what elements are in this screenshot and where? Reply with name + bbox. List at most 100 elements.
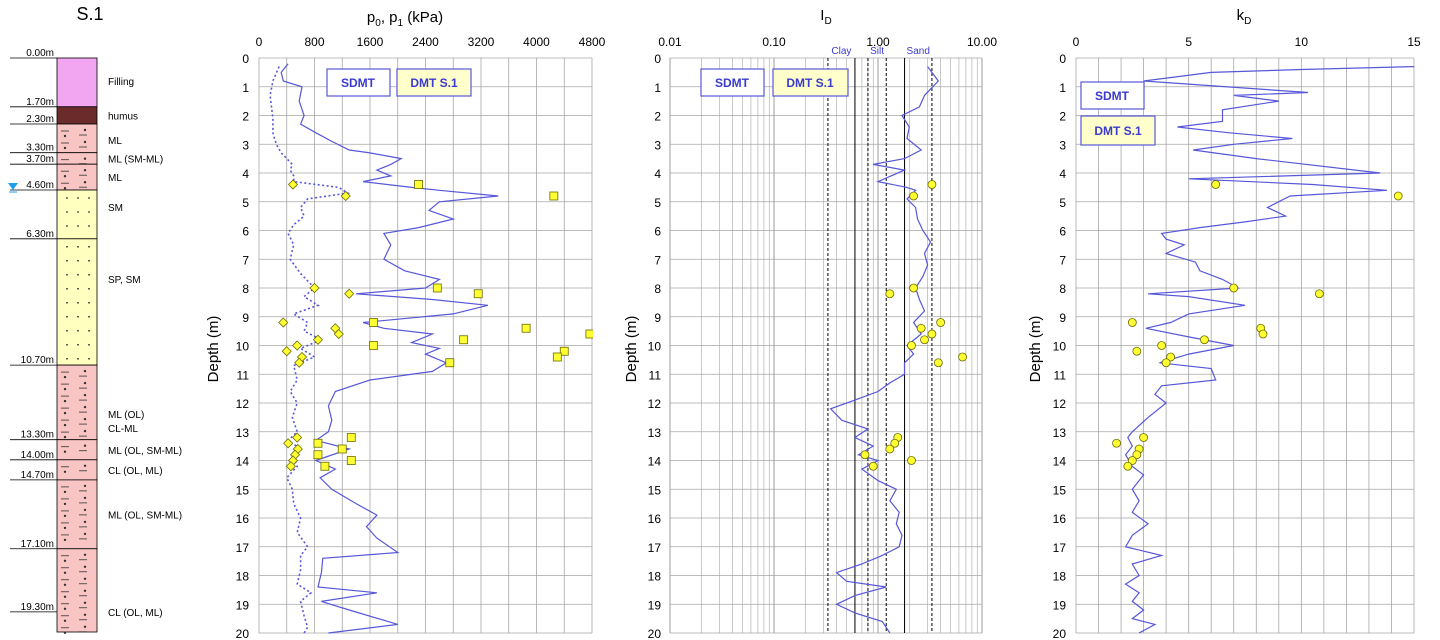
marker-dmt-p0 <box>285 461 296 472</box>
depth-tick-label: 1 <box>242 81 249 95</box>
depth-tick-label: 13 <box>236 426 250 440</box>
depth-tick-label: 17 <box>648 541 662 555</box>
x-tick-label: 2400 <box>412 35 439 49</box>
depth-tick-label: 11 <box>649 368 662 382</box>
marker-dmt-p0 <box>312 334 324 345</box>
legend-sdmt-box <box>700 68 765 97</box>
depth-label: 3.70m <box>26 154 54 165</box>
depth-tick-label: 16 <box>236 512 250 526</box>
layer-label: CL-ML <box>108 424 138 435</box>
marker-dmt-p1 <box>313 438 323 448</box>
depth-tick-label: 8 <box>242 282 249 296</box>
depth-tick-label: 5 <box>1059 196 1066 210</box>
depth-tick-label: 8 <box>654 282 661 296</box>
depth-tick-label: 6 <box>654 225 661 239</box>
sand-dot <box>66 259 68 262</box>
depth-tick-label: 6 <box>1059 225 1066 239</box>
sand-dot <box>88 197 90 199</box>
id-title: ID <box>820 7 831 27</box>
depth-tick-label: 13 <box>648 426 662 440</box>
borehole-layer <box>56 479 98 550</box>
sand-dot <box>77 357 79 360</box>
depth-tick-label: 10 <box>648 340 662 354</box>
zone-label: Clay <box>831 46 851 57</box>
marker-dmt-kd <box>1393 191 1403 201</box>
water-table-icon <box>8 183 18 191</box>
depth-tick-label: 2 <box>1059 110 1066 124</box>
silt-dot <box>83 484 87 488</box>
silt-dot <box>83 157 87 160</box>
layer-label: ML (SM-ML) <box>108 154 163 165</box>
legend-sdmt-box <box>1080 81 1145 110</box>
sand-dot <box>66 315 68 318</box>
x-tick-label: 10 <box>1295 35 1309 49</box>
legend-dmt-box <box>396 68 472 97</box>
silt-dot <box>63 387 67 391</box>
sand-dot <box>88 343 90 346</box>
depth-tick-label: 3 <box>242 138 249 152</box>
legend-sdmt-label: SDMT <box>1095 89 1130 103</box>
marker-dmt-id <box>927 329 937 339</box>
layer-label: ML <box>108 173 122 184</box>
marker-dmt-p1 <box>585 329 593 339</box>
silt-dot <box>83 128 87 132</box>
depth-label: 4.60m <box>26 180 54 191</box>
sand-dot <box>77 329 79 332</box>
legend-dmt-box <box>772 68 849 97</box>
marker-dmt-id <box>933 358 943 368</box>
marker-dmt-id <box>890 438 900 448</box>
silt-dot <box>63 423 67 427</box>
marker-dmt-id <box>916 323 926 333</box>
silt-dot <box>83 496 87 500</box>
silt-dot <box>83 589 87 592</box>
depth-tick-label: 7 <box>1059 253 1066 267</box>
silt-dot <box>63 450 67 453</box>
marker-dmt-id <box>909 191 919 201</box>
series-line-sdmt <box>280 63 499 634</box>
zone-label: Silt <box>870 46 884 57</box>
sand-dot <box>77 301 79 304</box>
sand-dot <box>77 287 79 290</box>
legend-sdmt-box <box>326 68 391 97</box>
p0-p1-chart: 0 800 1600 2400 3200 4000 48000123456789101112… <box>205 9 606 640</box>
marker-dmt-p0 <box>292 340 303 351</box>
id-zones: Clay Silt Sand <box>827 46 933 633</box>
silt-dot <box>83 613 87 616</box>
marker-dmt-p1 <box>369 341 378 350</box>
depth-tick-label: 17 <box>236 541 250 555</box>
depth-tick-label: 12 <box>648 397 662 411</box>
p0-p1-title: p0, p1 (kPa) <box>367 9 443 29</box>
depth-tick-label: 5 <box>242 196 249 210</box>
depth-tick-label: 14 <box>648 455 662 469</box>
marker-dmt-id <box>860 450 870 460</box>
marker-dmt-p1 <box>313 450 323 460</box>
borehole-layer <box>56 548 98 633</box>
depth-tick-label: 12 <box>1053 397 1067 411</box>
id-ticks: 0.01 0.10 1.00 10.0001234567891011121314151… <box>648 35 998 640</box>
sand-dot <box>88 315 90 318</box>
sand-dot <box>66 343 68 346</box>
layer-label: ML (OL, SM-ML) <box>108 510 182 521</box>
silt-dot <box>83 405 87 409</box>
depth-tick-label: 10 <box>236 340 250 354</box>
borehole-layer <box>56 459 98 481</box>
layer-label: CL (OL, ML) <box>108 466 163 477</box>
zone-label: Sand <box>907 46 930 57</box>
borehole-layer <box>56 106 98 125</box>
silt-dot <box>63 174 67 178</box>
x-tick-label: 15 <box>1407 35 1421 49</box>
silt-dot <box>83 565 87 568</box>
silt-dot <box>63 514 67 518</box>
marker-dmt-id <box>907 456 916 465</box>
depth-tick-label: 19 <box>1053 598 1067 612</box>
marker-dmt-kd <box>1112 438 1121 448</box>
depth-tick-label: 9 <box>242 311 249 325</box>
legend-dmt-label: DMT S.1 <box>410 76 458 90</box>
depth-tick-label: 1 <box>654 81 661 95</box>
sand-dot <box>66 301 68 304</box>
depth-tick-label: 4 <box>1059 167 1066 181</box>
borehole-title: S.1 <box>76 4 103 24</box>
x-tick-label: 0 <box>256 35 263 49</box>
depth-tick-label: 11 <box>1054 368 1067 382</box>
borehole-layers: Filling humus ML ML (SM-ML) ML SM SP, SM ML (OL… <box>8 48 182 634</box>
